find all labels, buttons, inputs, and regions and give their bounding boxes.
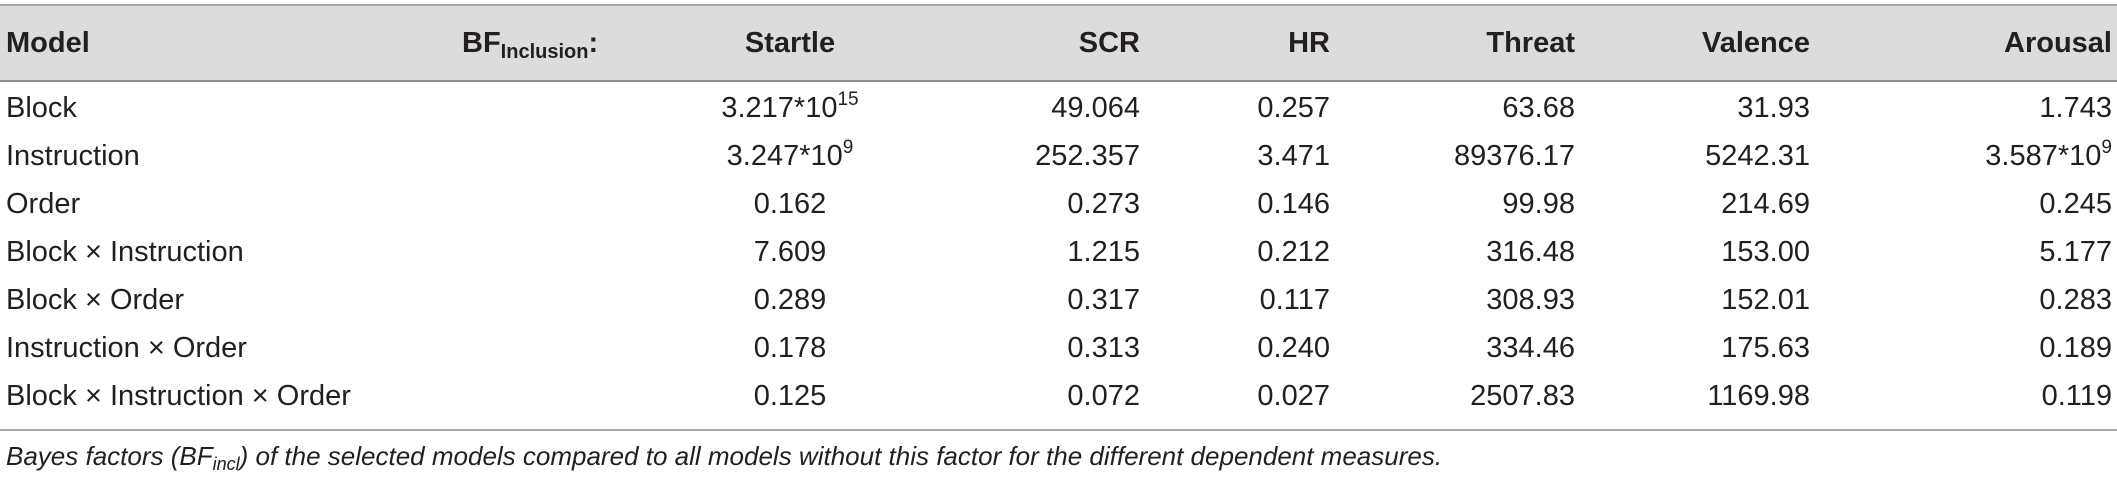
cell-startle-base: 3.247*10 (726, 140, 843, 172)
cell-threat: 316.48 (1486, 236, 1575, 268)
table-caption: Bayes factors (BFincl) of the selected m… (6, 438, 1442, 482)
cell-arousal: 5.177 (1900, 228, 2112, 276)
cell-valence: 152.01 (1721, 284, 1810, 316)
cell-scr: 49.064 (1051, 92, 1140, 124)
header-hr: HR (1288, 27, 1330, 59)
header-bf-sub: Inclusion (500, 41, 589, 63)
cell-scr: 0.273 (1067, 188, 1140, 220)
cell-model: Order (6, 188, 81, 220)
table-header-row: Model BFInclusion: Startle SCR HR Threat… (0, 6, 2117, 63)
cell-model: Block × Instruction (6, 236, 244, 268)
cell-valence: 5242.31 (1705, 140, 1810, 172)
cell-arousal-base: 0.119 (2041, 380, 2112, 412)
cell-arousal-base: 5.177 (2039, 236, 2112, 268)
header-threat: Threat (1486, 27, 1575, 59)
cell-model: Block (6, 92, 77, 124)
cell-valence: 214.69 (1721, 188, 1810, 220)
cell-arousal: 0.189 (1900, 324, 2112, 372)
cell-scr: 0.072 (1067, 380, 1140, 412)
cell-startle-base: 3.217*10 (721, 92, 838, 124)
header-startle: Startle (744, 27, 836, 59)
cell-scr: 252.357 (1035, 140, 1140, 172)
cell-threat: 2507.83 (1470, 380, 1575, 412)
table-header-background (0, 6, 2117, 80)
cell-startle: 0.125 (700, 372, 880, 420)
cell-arousal: 0.283 (1900, 276, 2112, 324)
cell-hr: 0.146 (1257, 188, 1330, 220)
cell-threat: 63.68 (1502, 92, 1575, 124)
cell-startle-base: 0.178 (753, 332, 827, 364)
cell-startle: 0.178 (700, 324, 880, 372)
cell-arousal-base: 0.189 (2039, 332, 2112, 364)
cell-startle-base: 7.609 (753, 236, 827, 268)
cell-startle-base: 0.289 (753, 284, 827, 316)
cell-arousal: 3.587*109 (1900, 132, 2112, 180)
table-bottom-rule (0, 429, 2117, 431)
cell-startle: 7.609 (700, 228, 880, 276)
cell-arousal: 0.119 (1900, 372, 2112, 420)
cell-scr: 0.317 (1067, 284, 1140, 316)
caption-text-before: Bayes factors (BF (6, 441, 213, 471)
cell-scr: 1.215 (1067, 236, 1140, 268)
cell-valence: 31.93 (1737, 92, 1810, 124)
cell-startle-exp: 15 (837, 89, 859, 110)
cell-model: Instruction (6, 140, 140, 172)
cell-startle: 3.247*109 (700, 132, 880, 180)
cell-arousal-base: 0.283 (2039, 284, 2112, 316)
cell-arousal: 0.245 (1900, 180, 2112, 228)
cell-startle: 0.162 (700, 180, 880, 228)
table-row: Block 3.217*1015 49.064 0.257 63.68 31.9… (0, 84, 2117, 132)
cell-threat: 334.46 (1486, 332, 1575, 364)
cell-startle: 0.289 (700, 276, 880, 324)
caption-text-after: ) of the selected models compared to all… (239, 441, 1443, 471)
cell-arousal: 1.743 (1900, 84, 2112, 132)
header-bf-inclusion: BFInclusion: (462, 6, 598, 80)
cell-hr: 0.027 (1257, 380, 1330, 412)
table-row: Instruction 3.247*109 252.357 3.471 8937… (0, 132, 2117, 180)
cell-arousal-base: 0.245 (2039, 188, 2112, 220)
header-model: Model (6, 27, 90, 59)
table-row: Block × Instruction 7.609 1.215 0.212 31… (0, 228, 2117, 276)
cell-arousal-base: 1.743 (2039, 92, 2112, 124)
cell-threat: 99.98 (1502, 188, 1575, 220)
cell-startle-base: 0.125 (753, 380, 827, 412)
cell-hr: 0.117 (1259, 284, 1330, 316)
cell-threat: 308.93 (1486, 284, 1575, 316)
cell-valence: 1169.98 (1707, 380, 1810, 412)
cell-valence: 153.00 (1721, 236, 1810, 268)
table-row: Block × Order 0.289 0.317 0.117 308.93 1… (0, 276, 2117, 324)
header-bf-main: BF (462, 27, 501, 59)
cell-startle: 3.217*1015 (700, 84, 880, 132)
header-bf-colon: : (588, 27, 599, 59)
table-row: Instruction × Order 0.178 0.313 0.240 33… (0, 324, 2117, 372)
table-top-rule (0, 4, 2117, 6)
cell-valence: 175.63 (1721, 332, 1810, 364)
caption-subscript: incl (212, 454, 240, 474)
header-arousal: Arousal (2004, 27, 2112, 59)
cell-model: Block × Instruction × Order (6, 380, 351, 412)
cell-scr: 0.313 (1067, 332, 1140, 364)
cell-hr: 3.471 (1257, 140, 1330, 172)
table-row: Order 0.162 0.273 0.146 99.98 214.69 0.2… (0, 180, 2117, 228)
header-valence: Valence (1701, 27, 1810, 59)
cell-model: Instruction × Order (6, 332, 247, 364)
cell-hr: 0.240 (1257, 332, 1330, 364)
cell-arousal-exp: 9 (2101, 137, 2112, 158)
cell-model: Block × Order (6, 284, 185, 316)
cell-startle-base: 0.162 (753, 188, 827, 220)
cell-startle-exp: 9 (842, 137, 854, 158)
cell-threat: 89376.17 (1454, 140, 1575, 172)
cell-hr: 0.212 (1257, 236, 1330, 268)
cell-hr: 0.257 (1257, 92, 1330, 124)
header-scr: SCR (1078, 27, 1140, 59)
cell-arousal-base: 3.587*10 (1985, 140, 2102, 172)
table-row: Block × Instruction × Order 0.125 0.072 … (0, 372, 2117, 420)
table-header-rule (0, 80, 2117, 82)
